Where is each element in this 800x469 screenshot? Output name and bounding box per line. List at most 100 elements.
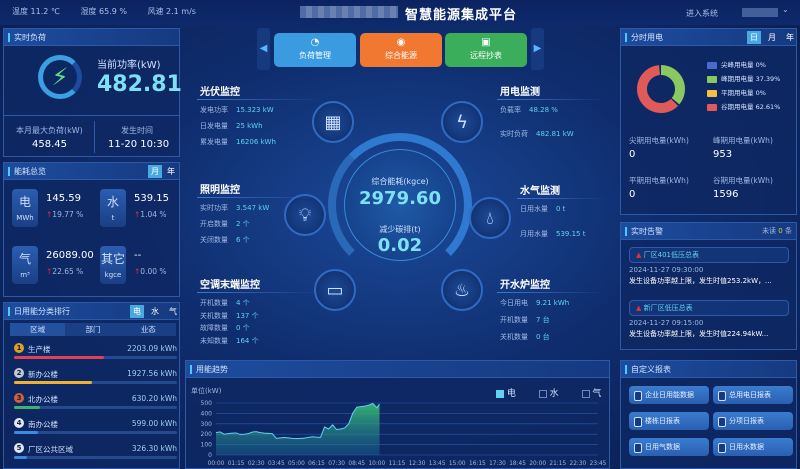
- tab-business[interactable]: 业态: [140, 325, 156, 334]
- arrow-up-icon: ↑: [134, 210, 141, 219]
- enter-system-link[interactable]: 进入系统: [686, 9, 718, 18]
- toggle-water[interactable]: 水: [151, 307, 159, 316]
- lighting-row: 关闭数量 6 个: [200, 236, 250, 244]
- light-bulb-icon: 💡︎: [284, 194, 326, 236]
- center-dial: [344, 149, 456, 261]
- center-ring: [328, 133, 472, 277]
- energy-overview-panel: 能耗总览 月 年 电 MWh 145.59 ↑19.77 % 水 t 539.15 ↑1.04…: [3, 162, 180, 297]
- panel-title: 自定义报表: [621, 361, 796, 378]
- ranking-value: 630.20 kWh: [131, 394, 177, 403]
- x-tick-label: 05:00: [288, 461, 305, 467]
- overview-tile: 其它 kgce: [100, 246, 126, 284]
- page-title: 智慧能源集成平台: [405, 8, 518, 23]
- hvac-row: 关机数量 137 个: [200, 311, 259, 320]
- report-button[interactable]: 企业日用能数据: [629, 386, 709, 404]
- ranking-bar: [14, 431, 177, 434]
- nav-next-button[interactable]: ▶: [531, 28, 544, 70]
- x-tick-label: 16:15: [469, 461, 486, 467]
- nav-button[interactable]: ◔ 负荷管理: [274, 33, 356, 67]
- weather-info: 温度 11.2 ℃ 湿度 65.9 % 风速 2.1 m/s: [12, 6, 214, 17]
- report-button[interactable]: 日用气数据: [629, 438, 709, 456]
- toggle-day[interactable]: 日: [747, 31, 761, 44]
- power-row: 实时负荷 482.81 kW: [500, 130, 574, 138]
- arrow-up-icon: ↑: [46, 267, 53, 276]
- lighting-row: 开启数量 2 个: [200, 220, 250, 228]
- x-tick-label: 11:15: [389, 461, 406, 467]
- donut-slice: [637, 65, 679, 113]
- hvac-row: 未知数量 164 个: [200, 336, 259, 345]
- ranking-name: 厂区公共区域: [28, 445, 73, 454]
- user-name-blurred[interactable]: [742, 8, 778, 17]
- toggle-electric[interactable]: 电: [130, 305, 144, 318]
- series-line: [215, 402, 380, 440]
- tab-region[interactable]: 区域: [10, 323, 66, 336]
- chart-legend: 电 水 气: [496, 386, 601, 399]
- legend-gas[interactable]: 气: [581, 389, 601, 399]
- tou-stat-value: 1596: [713, 189, 739, 200]
- report-button[interactable]: 分项日报表: [713, 412, 793, 430]
- power-row: 负载率 48.28 %: [500, 106, 558, 114]
- nav-prev-button[interactable]: ◀: [257, 28, 270, 70]
- hvac-row: 故障数量 0 个: [200, 324, 250, 332]
- tou-legend-item: 平期用电量 0%: [707, 87, 766, 97]
- ranking-item[interactable]: 2 新办公楼 1927.56 kWh: [12, 368, 177, 388]
- water-row: 月用水量 539.15 t: [520, 230, 586, 238]
- ranking-item[interactable]: 1 生产楼 2203.09 kWh: [12, 343, 177, 363]
- x-tick-label: 08:45: [348, 461, 365, 467]
- report-button[interactable]: 总用电日报表: [713, 386, 793, 404]
- report-button[interactable]: 楼栋日报表: [629, 412, 709, 430]
- nav-button[interactable]: ▣ 远程抄表: [445, 33, 527, 67]
- ranking-value: 326.30 kWh: [131, 444, 177, 453]
- overview-tile: 电 MWh: [12, 189, 38, 227]
- energy-trend-panel: 用能趋势 单位(kW) 电 水 气 0 100 200 300 400 500 00:00 0…: [185, 360, 610, 469]
- rank-badge-icon: 4: [14, 418, 24, 428]
- x-tick-label: 06:15: [308, 461, 325, 467]
- toggle-gas[interactable]: 气: [169, 307, 177, 316]
- boiler-section-title: 开水炉监控: [500, 280, 550, 291]
- pv-row: 累发电量 16206 kWh: [200, 138, 276, 146]
- energy-icon: ◉: [396, 37, 406, 48]
- gauge-icon: ◔: [310, 37, 320, 48]
- x-tick-label: 13:45: [429, 461, 446, 467]
- legend-water[interactable]: 水: [538, 389, 559, 399]
- panel-title-text: 分时用电: [631, 33, 663, 42]
- panel-title: 实时告警 未读 0 条: [621, 223, 796, 240]
- ranking-item[interactable]: 3 北办公楼 630.20 kWh: [12, 393, 177, 413]
- alarm-item[interactable]: ▲ 厂区401低压总表 2024-11-27 09:30:00 发生设备功率越上限，…: [629, 247, 789, 286]
- alarm-item[interactable]: ▲ 新厂区低压总表 2024-11-27 09:15:00 发生设备功率越上限，发生…: [629, 300, 789, 339]
- legend-electric[interactable]: 电: [496, 389, 516, 399]
- ranking-name: 北办公楼: [28, 395, 58, 404]
- occur-time-value: 11-20 10:30: [108, 139, 170, 150]
- ranking-item[interactable]: 4 南办公楼 599.00 kWh: [12, 418, 177, 438]
- x-tick-label: 20:00: [529, 461, 546, 467]
- carbon-value: 0.02: [377, 235, 423, 256]
- overview-change: ↑19.77 %: [46, 210, 84, 219]
- x-tick-label: 17:30: [489, 461, 506, 467]
- y-tick-label: 400: [201, 410, 213, 417]
- x-tick-label: 21:15: [549, 461, 566, 467]
- tou-stat-label: 尖期用电量(kWh): [629, 136, 689, 145]
- unread-count[interactable]: 未读 0 条: [762, 227, 792, 235]
- tou-panel: 分时用电 日 月 年 尖峰用电量 0% 峰期用电量 37.39% 平期用电量 0% 谷…: [620, 28, 797, 215]
- solar-panel-icon: ▦: [312, 101, 354, 143]
- y-tick-label: 200: [201, 431, 213, 438]
- y-tick-label: 500: [201, 400, 213, 407]
- toggle-month[interactable]: 月: [768, 33, 776, 42]
- nav-button[interactable]: ◉ 综合能源: [360, 33, 442, 67]
- ranking-item[interactable]: 5 厂区公共区域 326.30 kWh: [12, 443, 177, 463]
- pv-row: 日发电量 25 kWh: [200, 122, 263, 130]
- toggle-month[interactable]: 月: [148, 165, 162, 178]
- tab-department[interactable]: 部门: [85, 325, 101, 334]
- x-tick-label: 15:00: [449, 461, 466, 467]
- tou-stat-label: 平期用电量(kWh): [629, 176, 689, 185]
- x-tick-label: 12:30: [409, 461, 426, 467]
- panel-title-text: 能耗总览: [14, 167, 46, 176]
- blurred-logo: [300, 6, 398, 18]
- boiler-row: 开机数量 7 台: [500, 316, 550, 324]
- report-button[interactable]: 日用水数据: [713, 438, 793, 456]
- toggle-year[interactable]: 年: [167, 167, 175, 176]
- pv-row: 发电功率 15.323 kW: [200, 106, 274, 114]
- toggle-year[interactable]: 年: [786, 33, 794, 42]
- chevron-down-icon[interactable]: ⌄: [782, 5, 789, 14]
- panel-title: 分时用电 日 月 年: [621, 29, 796, 46]
